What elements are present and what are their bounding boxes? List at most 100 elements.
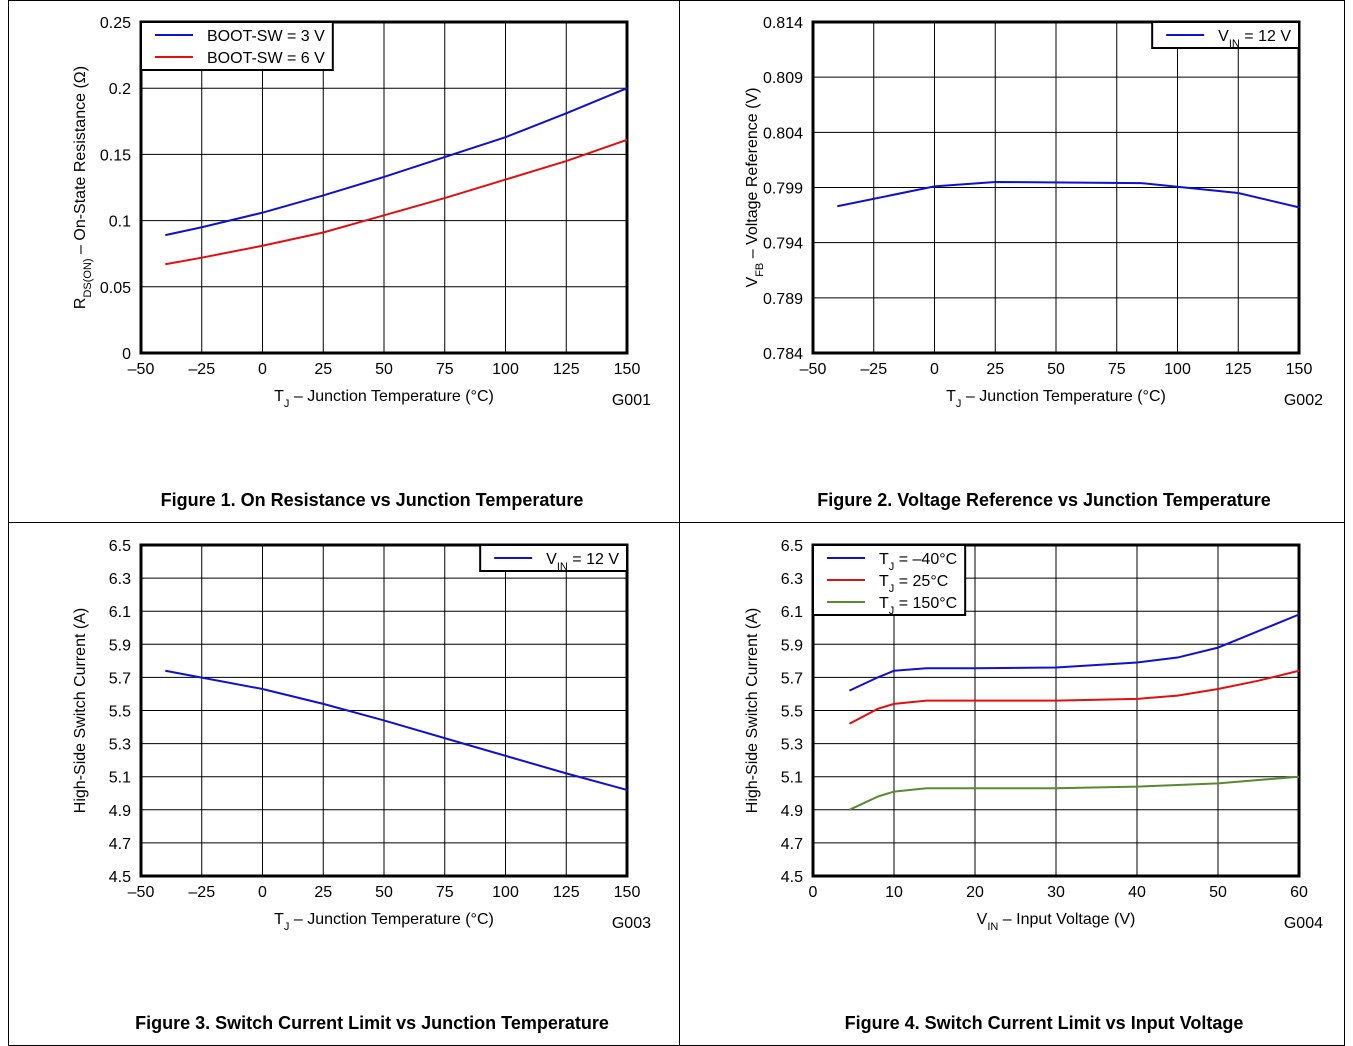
y-axis-label: RDS(ON) – On-State Resistance (Ω) <box>72 66 94 309</box>
x-tick-label: –50 <box>800 361 827 378</box>
legend: VIN = 12 V <box>479 544 628 573</box>
x-tick-label: 60 <box>1290 884 1308 901</box>
y-tick-label: 5.7 <box>109 670 131 687</box>
legend-label-part: = –40°C <box>894 551 957 568</box>
y-tick-label: 5.5 <box>781 704 803 721</box>
x-axis-label-part: T <box>274 388 284 405</box>
legend-label: TJ = –40°C <box>879 551 957 573</box>
x-axis-label-part: – Junction Temperature (°C) <box>289 911 493 928</box>
y-tick-label: 5.9 <box>109 637 131 654</box>
y-axis-label: High-Side Switch Current (A) <box>744 608 761 813</box>
caption: Figure 2. Voltage Reference vs Junction … <box>817 490 1270 510</box>
x-axis-label-part: T <box>946 388 956 405</box>
legend-label-part: V <box>546 551 557 568</box>
legend-box <box>140 21 334 71</box>
x-tick-label: –50 <box>128 361 155 378</box>
legend-label: TJ = 25°C <box>879 573 948 595</box>
y-tick-label: 4.5 <box>109 869 131 886</box>
y-tick-label: 0.799 <box>763 181 803 198</box>
x-tick-label: 50 <box>375 361 393 378</box>
y-tick-label: 0.05 <box>100 280 131 297</box>
x-tick-label: 150 <box>1286 361 1313 378</box>
y-axis-label-part: R <box>72 298 89 310</box>
y-tick-label: 5.7 <box>781 670 803 687</box>
legend-label: BOOT-SW = 3 V <box>207 28 325 45</box>
x-tick-label: 125 <box>553 884 580 901</box>
y-tick-label: 6.5 <box>781 538 803 555</box>
legend-label-part: BOOT-SW = 6 V <box>207 50 325 67</box>
x-tick-label: 125 <box>553 361 580 378</box>
series-line <box>837 180 1300 209</box>
x-tick-label: 20 <box>966 884 984 901</box>
legend-label-part: = 25°C <box>894 573 948 590</box>
x-tick-label: 30 <box>1047 884 1065 901</box>
legend-label-part: T <box>879 551 889 568</box>
figure-id: G002 <box>1284 392 1323 409</box>
y-axis-label-part: V <box>744 276 761 287</box>
plot-frame <box>811 20 1301 355</box>
x-axis-label-part: – Junction Temperature (°C) <box>289 388 493 405</box>
x-tick-label: 0 <box>809 884 818 901</box>
series-line <box>849 775 1300 811</box>
y-axis-label-part: FB <box>754 263 766 277</box>
plot-frame <box>139 543 629 878</box>
x-tick-label: 100 <box>492 884 519 901</box>
y-tick-label: 6.3 <box>109 571 131 588</box>
y-axis-label-part: – On-State Resistance (Ω) <box>72 66 89 258</box>
y-axis-label: High-Side Switch Current (A) <box>72 608 89 813</box>
y-tick-label: 6.5 <box>109 538 131 555</box>
caption: Figure 1. On Resistance vs Junction Temp… <box>161 490 584 510</box>
figure-id: G001 <box>612 392 651 409</box>
y-tick-label: 5.3 <box>781 737 803 754</box>
y-tick-label: 0.809 <box>763 70 803 87</box>
legend-label-part: IN <box>1229 38 1240 50</box>
y-tick-label: 5.1 <box>109 770 131 787</box>
legend-label-part: IN <box>557 561 568 573</box>
y-tick-label: 4.5 <box>781 869 803 886</box>
legend-label: VIN = 12 V <box>546 551 619 573</box>
y-axis-label-part: High-Side Switch Current (A) <box>744 608 761 813</box>
caption: Figure 4. Switch Current Limit vs Input … <box>845 1013 1244 1033</box>
y-tick-label: 0.2 <box>109 81 131 98</box>
legend-label-part: = 12 V <box>1240 28 1291 45</box>
x-axis-label-part: – Input Voltage (V) <box>998 911 1135 928</box>
y-tick-label: 5.1 <box>781 770 803 787</box>
x-axis-label-part: T <box>274 911 284 928</box>
y-tick-label: 4.9 <box>109 803 131 820</box>
legend-label-part: J <box>889 561 895 573</box>
y-tick-label: 0.789 <box>763 291 803 308</box>
x-axis-label: VIN – Input Voltage (V) <box>977 911 1136 933</box>
legend-label-part: T <box>879 595 889 612</box>
y-tick-label: 0.794 <box>763 236 803 253</box>
x-tick-label: –50 <box>128 884 155 901</box>
x-axis-label: TJ – Junction Temperature (°C) <box>946 388 1166 410</box>
x-tick-label: 150 <box>614 884 641 901</box>
y-tick-label: 4.7 <box>781 836 803 853</box>
x-tick-label: 75 <box>436 884 454 901</box>
x-tick-label: 150 <box>614 361 641 378</box>
x-tick-label: 100 <box>492 361 519 378</box>
series-line <box>165 669 628 791</box>
figure-id: G003 <box>612 915 651 932</box>
y-tick-label: 0.15 <box>100 147 131 164</box>
x-tick-label: 40 <box>1128 884 1146 901</box>
x-tick-label: 75 <box>436 361 454 378</box>
y-tick-label: 0 <box>122 346 131 363</box>
x-tick-label: 75 <box>1108 361 1126 378</box>
y-tick-label: 4.9 <box>781 803 803 820</box>
x-tick-label: 25 <box>986 361 1004 378</box>
x-axis-label-part: J <box>284 921 290 933</box>
legend-label-part: = 12 V <box>568 551 619 568</box>
x-tick-label: 25 <box>314 361 332 378</box>
series-line <box>848 669 1300 725</box>
x-tick-label: 125 <box>1225 361 1252 378</box>
x-tick-label: 50 <box>375 884 393 901</box>
legend-label-part: V <box>1218 28 1229 45</box>
plot-frame <box>811 543 1301 878</box>
x-axis-label-part: J <box>956 398 962 410</box>
y-tick-label: 6.1 <box>781 604 803 621</box>
x-tick-label: –25 <box>188 884 215 901</box>
y-tick-label: 0.804 <box>763 125 803 142</box>
y-tick-label: 6.3 <box>781 571 803 588</box>
